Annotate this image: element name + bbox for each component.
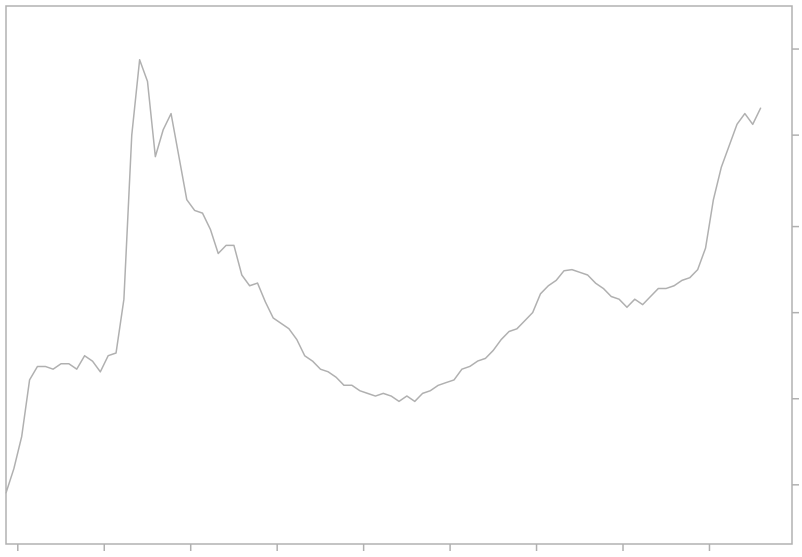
chart-background [0, 0, 802, 557]
chart-svg [0, 0, 802, 557]
line-chart [0, 0, 802, 557]
